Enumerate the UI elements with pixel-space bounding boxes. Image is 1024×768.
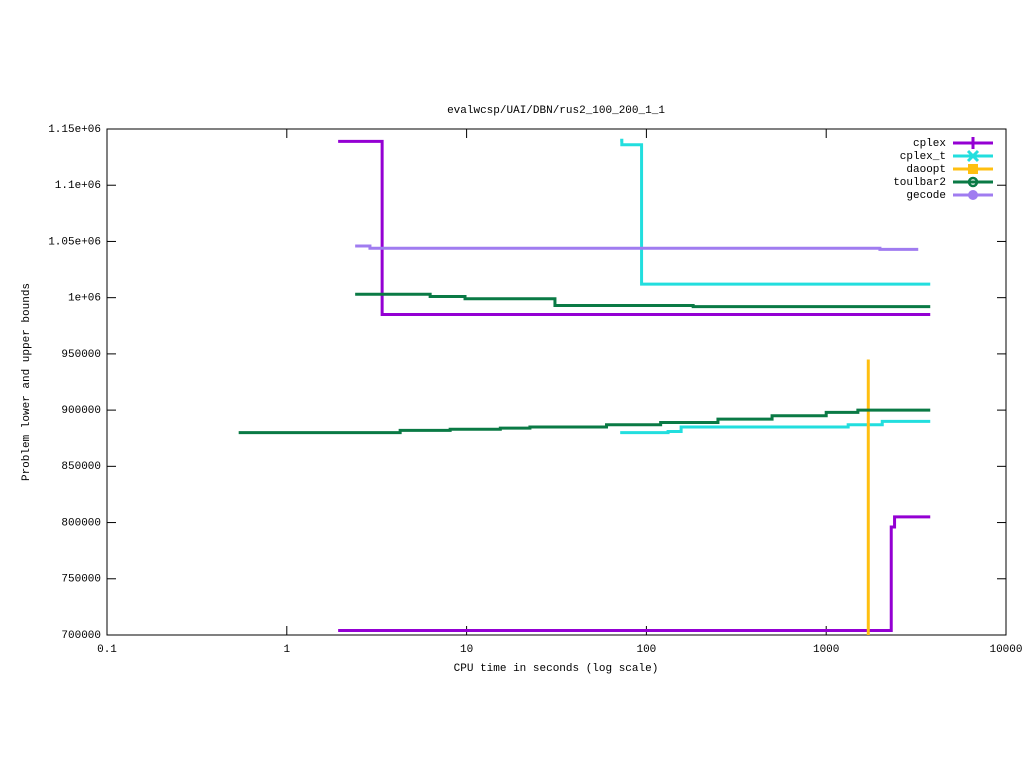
y-tick-label: 950000 [61, 349, 101, 361]
series-line [620, 138, 931, 435]
y-tick-label: 1.15e+06 [48, 124, 101, 136]
y-tick-label: 1.1e+06 [55, 180, 101, 192]
chart-title: evalwcsp/UAI/DBN/rus2_100_200_1_1 [447, 105, 665, 117]
x-tick-label: 10000 [989, 644, 1022, 656]
y-tick-label: 800000 [61, 517, 101, 529]
legend-label: cplex_t [900, 151, 946, 163]
y-tick-label: 900000 [61, 405, 101, 417]
x-tick-label: 100 [636, 644, 656, 656]
series-line [338, 139, 931, 632]
y-tick-label: 750000 [61, 574, 101, 586]
x-axis-label: CPU time in seconds (log scale) [454, 663, 659, 675]
series-line [355, 244, 919, 251]
series-line [238, 292, 931, 435]
y-axis-label: Problem lower and upper bounds [21, 283, 33, 481]
legend-marker [967, 176, 979, 188]
legend-label: cplex [913, 138, 946, 150]
y-tick-label: 1e+06 [68, 293, 101, 305]
x-tick-label: 0.1 [97, 644, 117, 656]
legend-label: toulbar2 [893, 177, 946, 189]
legend-marker [968, 164, 978, 174]
x-tick-label: 1 [283, 644, 290, 656]
plot-frame [106, 128, 1007, 636]
legend-marker [967, 137, 979, 149]
y-tick-label: 700000 [61, 630, 101, 642]
legend-label: gecode [906, 190, 946, 202]
legend-marker [966, 149, 980, 163]
y-tick-label: 1.05e+06 [48, 236, 101, 248]
x-tick-label: 1000 [813, 644, 839, 656]
legend-label: daoopt [906, 164, 946, 176]
legend-marker [968, 190, 978, 200]
x-tick-label: 10 [460, 644, 473, 656]
y-tick-label: 850000 [61, 461, 101, 473]
